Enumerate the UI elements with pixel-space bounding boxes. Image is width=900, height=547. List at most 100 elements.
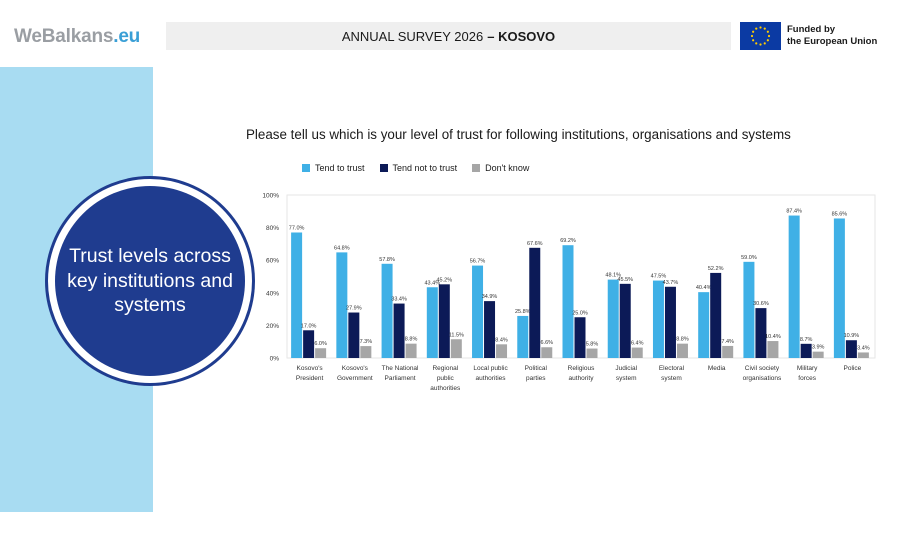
x-tick-label: authorities [430, 385, 461, 392]
data-label: 3.4% [857, 345, 870, 351]
eu-star-icon [763, 42, 766, 45]
bar [405, 343, 417, 358]
x-tick-label: forces [798, 375, 816, 382]
data-label: 7.4% [721, 339, 734, 345]
survey-title-bar: ANNUAL SURVEY 2026 – KOSOVO [166, 22, 731, 50]
legend-label-trust: Tend to trust [315, 163, 365, 173]
x-tick-label: Civil society [745, 365, 780, 372]
eu-star-icon [750, 34, 754, 38]
x-tick-label: authorities [476, 375, 507, 382]
legend-label-not-trust: Tend not to trust [392, 163, 458, 173]
bar [450, 339, 462, 358]
bar [710, 272, 722, 358]
eu-flag-icon [740, 22, 781, 50]
x-tick-label: Police [844, 365, 862, 372]
bar [800, 343, 812, 358]
bar [291, 232, 303, 358]
legend-swatch-dont-know [472, 164, 481, 172]
data-label: 25.0% [572, 310, 588, 316]
eu-star-icon [763, 27, 766, 30]
data-label: 45.2% [437, 277, 453, 283]
x-tick-label: Government [337, 375, 373, 382]
bar [845, 340, 857, 358]
data-label: 5.8% [586, 342, 599, 348]
y-tick-label: 100% [262, 193, 279, 200]
chart-legend: Tend to trust Tend not to trust Don't kn… [302, 163, 544, 173]
x-tick-label: Local public [473, 365, 508, 372]
data-label: 43.4% [425, 280, 441, 286]
trust-bar-chart: 0% 20% 40% 60% 80% 100% 77.0% 17.0% 6.0% Kosovo's… [262, 193, 876, 392]
x-tick-label: Political [525, 365, 548, 372]
bar [812, 351, 824, 358]
x-tick-label: Regional [432, 365, 458, 372]
x-tick-label: Kosovo's [297, 365, 324, 372]
data-label: 34.9% [482, 294, 498, 300]
data-label: 52.2% [708, 266, 724, 272]
x-tick-label: system [616, 375, 637, 382]
bar [393, 303, 405, 358]
legend-swatch-trust [302, 164, 310, 172]
x-tick-label: Parliament [385, 375, 416, 382]
bar [631, 347, 643, 358]
data-label: 43.7% [663, 280, 679, 286]
bar [438, 284, 450, 358]
data-label: 8.4% [495, 337, 508, 343]
legend-item-not-trust: Tend not to trust [379, 163, 458, 173]
data-label: 25.8% [515, 309, 531, 315]
bar [788, 215, 800, 358]
bar [833, 218, 845, 358]
data-label: 8.8% [405, 337, 418, 343]
bar [517, 315, 529, 358]
data-label: 11.5% [449, 332, 464, 338]
bar [767, 341, 779, 358]
bar [336, 252, 348, 358]
x-tick-label: Electoral [659, 365, 685, 372]
data-label: 30.6% [753, 301, 769, 307]
title-circle: Trust levels across key institutions and… [55, 186, 245, 376]
y-tick-label: 40% [266, 290, 279, 297]
data-label: 10.4% [765, 334, 781, 340]
bar [652, 280, 664, 358]
x-tick-label: public [437, 375, 455, 382]
bar [664, 286, 676, 358]
bar [857, 352, 869, 358]
data-label: 6.0% [314, 341, 327, 347]
funding-line-1: Funded by [787, 24, 836, 35]
logo-main-text: WeBalkans [14, 26, 114, 47]
bar [484, 301, 496, 358]
data-label: 8.8% [676, 337, 689, 343]
data-label: 59.0% [741, 255, 757, 261]
y-tick-label: 20% [266, 323, 279, 330]
bar [529, 247, 541, 358]
bar [303, 330, 315, 358]
x-tick-label: Judicial [615, 365, 637, 372]
bar [381, 263, 393, 358]
bar [348, 312, 360, 358]
y-tick-label: 80% [266, 225, 279, 232]
bar [315, 348, 327, 358]
data-label: 87.4% [786, 209, 802, 215]
bar [722, 345, 734, 358]
bar [574, 317, 586, 358]
data-label: 56.7% [470, 259, 486, 265]
data-label: 27.9% [346, 306, 362, 312]
bar [743, 261, 755, 358]
data-label: 64.8% [334, 245, 350, 251]
bar [698, 292, 710, 358]
x-tick-label: Religious [568, 365, 595, 372]
x-tick-label: The National [382, 365, 419, 372]
eu-star-icon [766, 30, 769, 33]
legend-swatch-not-trust [379, 164, 388, 172]
bar [586, 348, 598, 358]
x-tick-label: Military [797, 365, 818, 372]
data-label: 85.6% [832, 211, 848, 217]
data-label: 3.9% [812, 345, 825, 351]
x-tick-label: organisations [743, 375, 782, 382]
legend-item-trust: Tend to trust [302, 163, 365, 173]
data-label: 33.4% [391, 297, 407, 303]
section-title: Trust levels across key institutions and… [67, 245, 233, 317]
data-label: 48.1% [605, 273, 621, 279]
data-label: 6.4% [631, 341, 644, 347]
funding-line-2: the European Union [787, 36, 878, 47]
eu-star-icon [755, 27, 758, 30]
